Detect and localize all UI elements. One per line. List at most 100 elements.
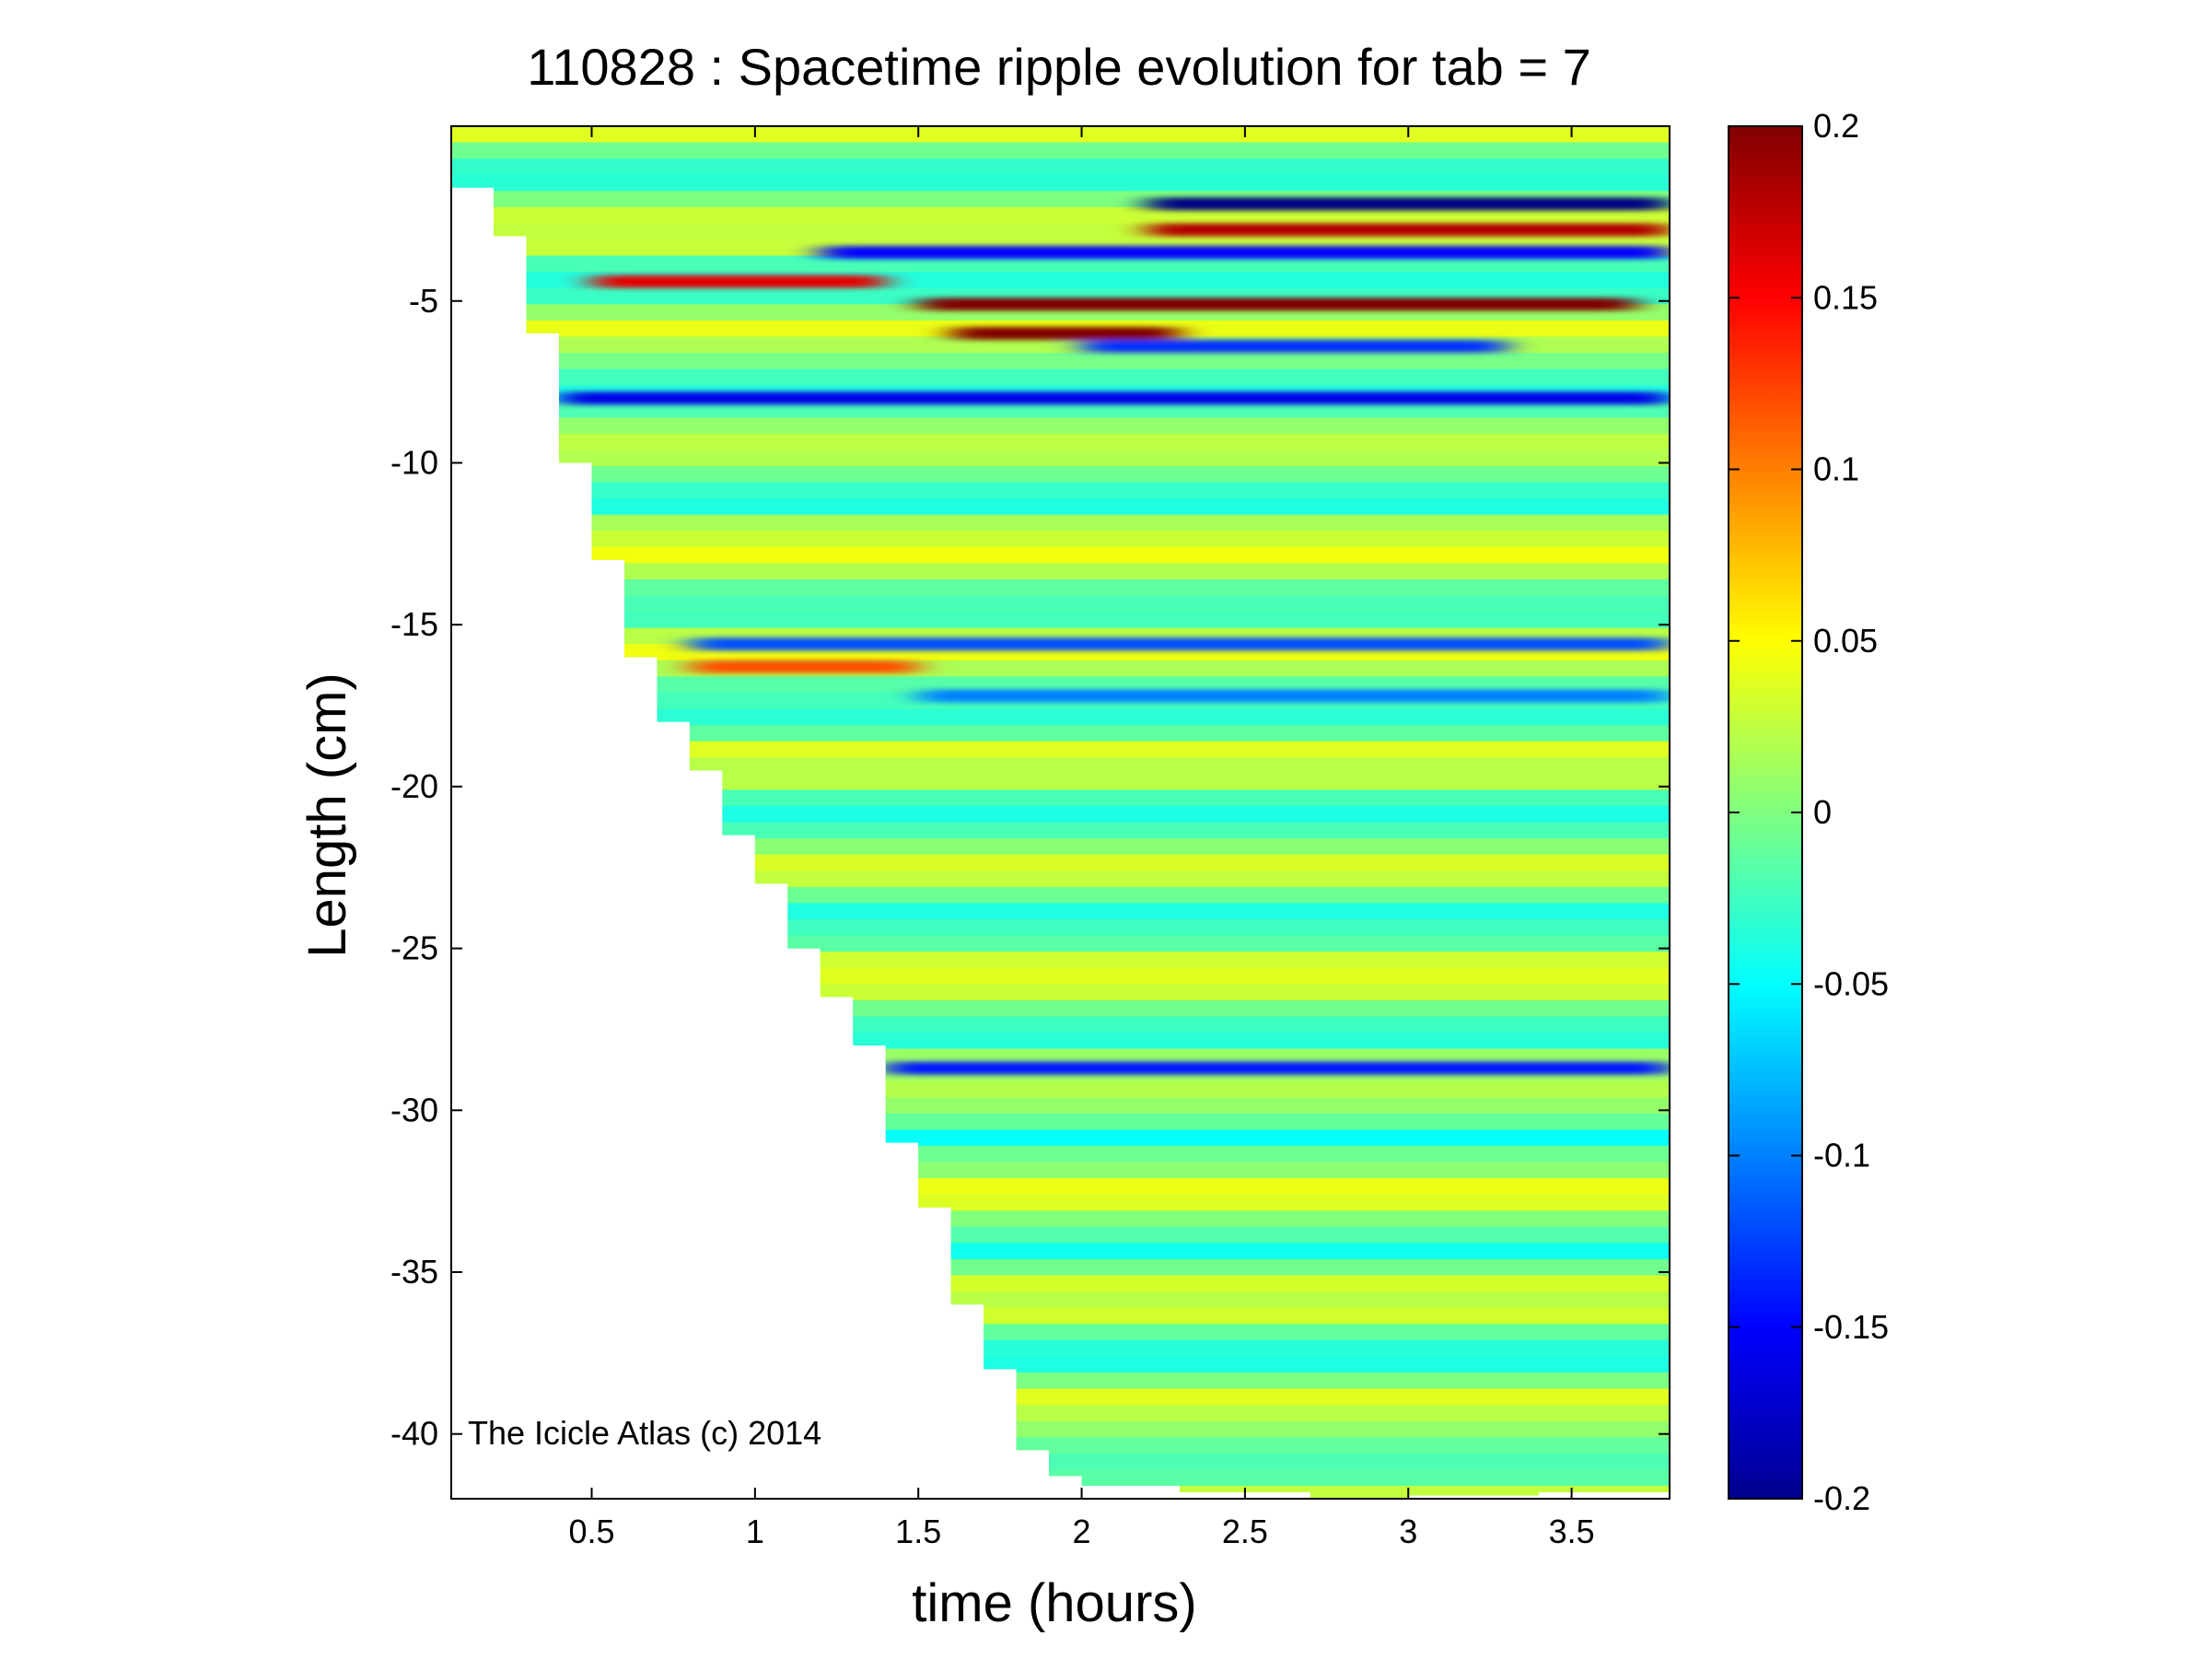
y-tick-label: -35 — [390, 1253, 438, 1291]
x-axis: 0.5 1 1.5 2 2.5 3 3.5 — [568, 126, 1595, 1550]
heatmap-stripe — [451, 612, 1670, 629]
x-tick-label: 1.5 — [895, 1513, 941, 1550]
heatmap-stripe — [451, 886, 1670, 904]
heatmap-stripe — [451, 158, 1670, 176]
colorbar-gradient — [1728, 125, 1803, 1500]
credit-text: The Icicle Atlas (c) 2014 — [468, 1414, 821, 1452]
heatmap-stripe — [451, 465, 1670, 484]
heatmap-stripe — [451, 417, 1670, 435]
heatmap-feature — [591, 275, 886, 288]
heatmap-stripe — [451, 660, 1670, 678]
heatmap-stripe — [451, 1275, 1670, 1292]
chart-title: 110828 : Spacetime ripple evolution for … — [527, 38, 1591, 96]
heatmap-stripe — [451, 1324, 1670, 1341]
heatmap-stripe — [451, 352, 1670, 370]
colorbar-tick-label: 0.2 — [1813, 107, 1859, 145]
y-tick-label: -5 — [409, 282, 438, 320]
colorbar-tick-label: 0.1 — [1813, 450, 1859, 488]
x-tick-label: 2 — [1073, 1513, 1091, 1550]
colorbar-tick-label: 0.05 — [1813, 622, 1878, 660]
heatmap-stripe — [451, 1145, 1670, 1163]
heatmap-stripe — [451, 999, 1670, 1017]
heatmap-stripe — [451, 1485, 1670, 1499]
heatmap-feature — [689, 660, 919, 673]
x-tick-label: 3.5 — [1549, 1513, 1595, 1550]
heatmap-stripe — [451, 514, 1670, 532]
heatmap-feature — [1081, 339, 1507, 353]
y-tick-label: -25 — [390, 929, 438, 967]
x-tick-label: 1 — [746, 1513, 764, 1550]
x-tick-label: 3 — [1399, 1513, 1417, 1550]
heatmap-stripe — [451, 450, 1670, 467]
y-tick-label: -15 — [390, 605, 438, 643]
heatmap-feature — [885, 1061, 1670, 1075]
heatmap-area — [451, 126, 1670, 1499]
heatmap-feature — [918, 298, 1637, 311]
x-tick-label: 0.5 — [568, 1513, 614, 1550]
y-tick-label: -20 — [390, 767, 438, 805]
heatmap-stripe — [451, 174, 1670, 192]
heatmap-stripe — [451, 903, 1670, 920]
heatmap-stripe — [451, 741, 1670, 758]
heatmap-stripe — [451, 805, 1670, 824]
heatmap-stripe — [451, 1356, 1670, 1373]
heatmap-stripe — [451, 773, 1670, 791]
heatmap-stripe — [451, 401, 1670, 418]
heatmap-stripe — [451, 498, 1670, 516]
heatmap-feature — [689, 637, 1670, 651]
heatmap-stripe — [451, 206, 1670, 225]
y-axis-label: Length (cm) — [297, 672, 357, 957]
heatmap-stripe — [451, 1129, 1670, 1147]
x-axis-label: time (hours) — [912, 1573, 1196, 1633]
heatmap-stripe — [451, 546, 1670, 565]
heatmap-stripe — [451, 984, 1670, 1001]
colorbar-ticks: 0.2 0.15 0.1 0.05 0 -0.05 -0.1 -0.15 -0.2 — [1729, 107, 1889, 1517]
heatmap-feature — [1147, 197, 1670, 211]
heatmap-stripe — [451, 1258, 1670, 1277]
heatmap-stripe — [451, 1388, 1670, 1406]
heatmap-stripe — [451, 1032, 1670, 1050]
heatmap-stripe — [451, 1097, 1670, 1115]
heatmap-stripe — [451, 1016, 1670, 1034]
y-axis: -5 -10 -15 -20 -25 -30 -35 -40 — [390, 282, 1670, 1453]
colorbar: 0.2 0.15 0.1 0.05 0 -0.05 -0.1 -0.15 -0.2 — [1728, 107, 1889, 1517]
heatmap-stripe — [451, 126, 1670, 144]
heatmap-stripe — [451, 952, 1670, 969]
y-tick-label: -10 — [390, 443, 438, 481]
heatmap-stripe — [451, 967, 1670, 985]
heatmap-stripe — [451, 757, 1670, 775]
heatmap-stripe — [451, 935, 1670, 952]
heatmap-stripe — [451, 676, 1670, 694]
heatmap-feature — [1147, 223, 1670, 237]
heatmap-feature — [918, 689, 1670, 703]
colorbar-tick-label: -0.1 — [1813, 1137, 1870, 1174]
heatmap-stripe — [451, 1178, 1670, 1196]
y-tick-label: -40 — [390, 1415, 438, 1453]
colorbar-tick-label: 0 — [1813, 793, 1832, 831]
heatmap-stripe — [451, 368, 1670, 386]
heatmap-stripe — [451, 1291, 1670, 1309]
colorbar-tick-label: -0.05 — [1813, 964, 1889, 1002]
heatmap-stripe — [451, 838, 1670, 856]
heatmap-feature — [950, 326, 1180, 340]
colorbar-tick-label: -0.15 — [1813, 1308, 1889, 1346]
heatmap-stripe — [451, 854, 1670, 871]
colorbar-tick-label: -0.2 — [1813, 1479, 1870, 1517]
heatmap-feature — [559, 391, 1670, 405]
x-tick-label: 2.5 — [1222, 1513, 1268, 1550]
heatmap-stripe — [451, 1194, 1670, 1211]
heatmap-features — [559, 197, 1670, 1075]
y-tick-label: -30 — [390, 1091, 438, 1128]
heatmap-stripe — [451, 1339, 1670, 1357]
heatmap-stripe — [451, 1243, 1670, 1260]
heatmap-feature — [820, 246, 1670, 260]
heatmap-stripe — [451, 789, 1670, 807]
heatmap-stripe — [451, 531, 1670, 548]
heatmap-stripe — [451, 563, 1670, 580]
heatmap-stripe — [451, 822, 1670, 839]
heatmap-stripe — [451, 1210, 1670, 1228]
heatmap-stripe — [451, 142, 1670, 159]
heatmap-stripe — [451, 870, 1670, 888]
heatmap-stripe — [451, 482, 1670, 499]
